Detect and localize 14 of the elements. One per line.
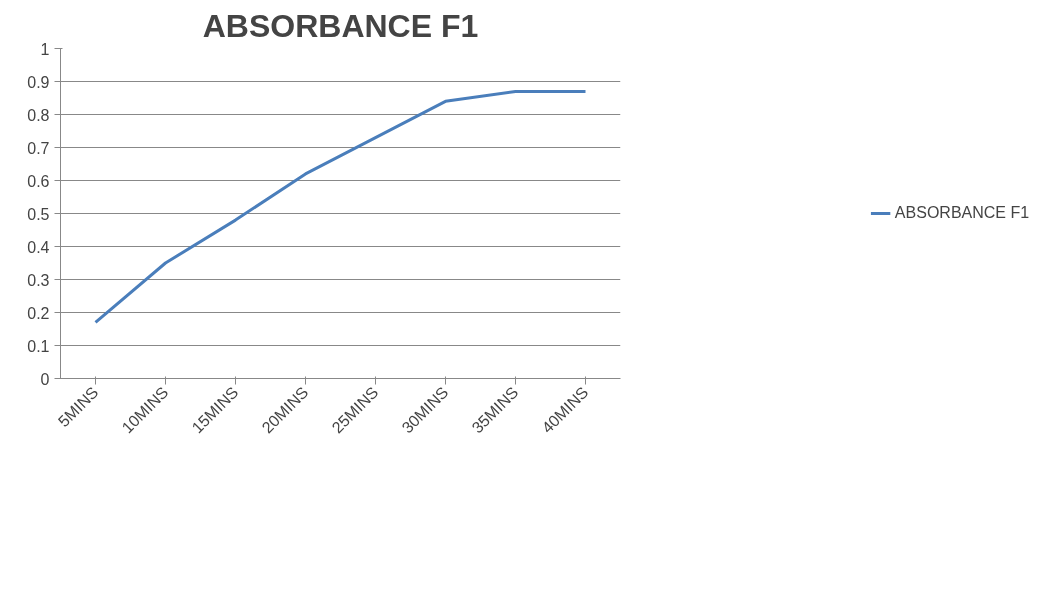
y-tick-label: 0.1 [27,337,50,355]
legend-label: ABSORBANCE F1 [894,204,1030,222]
chart-title: ABSORBANCE F1 [202,7,479,44]
y-tick-label: 0.3 [27,271,50,289]
y-tick-label: 0.6 [27,172,50,190]
line-series [94,89,587,324]
y-tick-label: 0.5 [27,205,50,223]
y-tick-label: 0 [40,370,50,388]
y-tick-label: 0.2 [27,304,50,322]
y-tick-label: 0.9 [27,73,50,91]
y-tick-label: 0.8 [27,106,50,124]
y-tick-label: 0.7 [27,139,50,157]
y-tick-label: 0.4 [27,238,50,256]
y-tick-label: 1 [40,40,50,58]
